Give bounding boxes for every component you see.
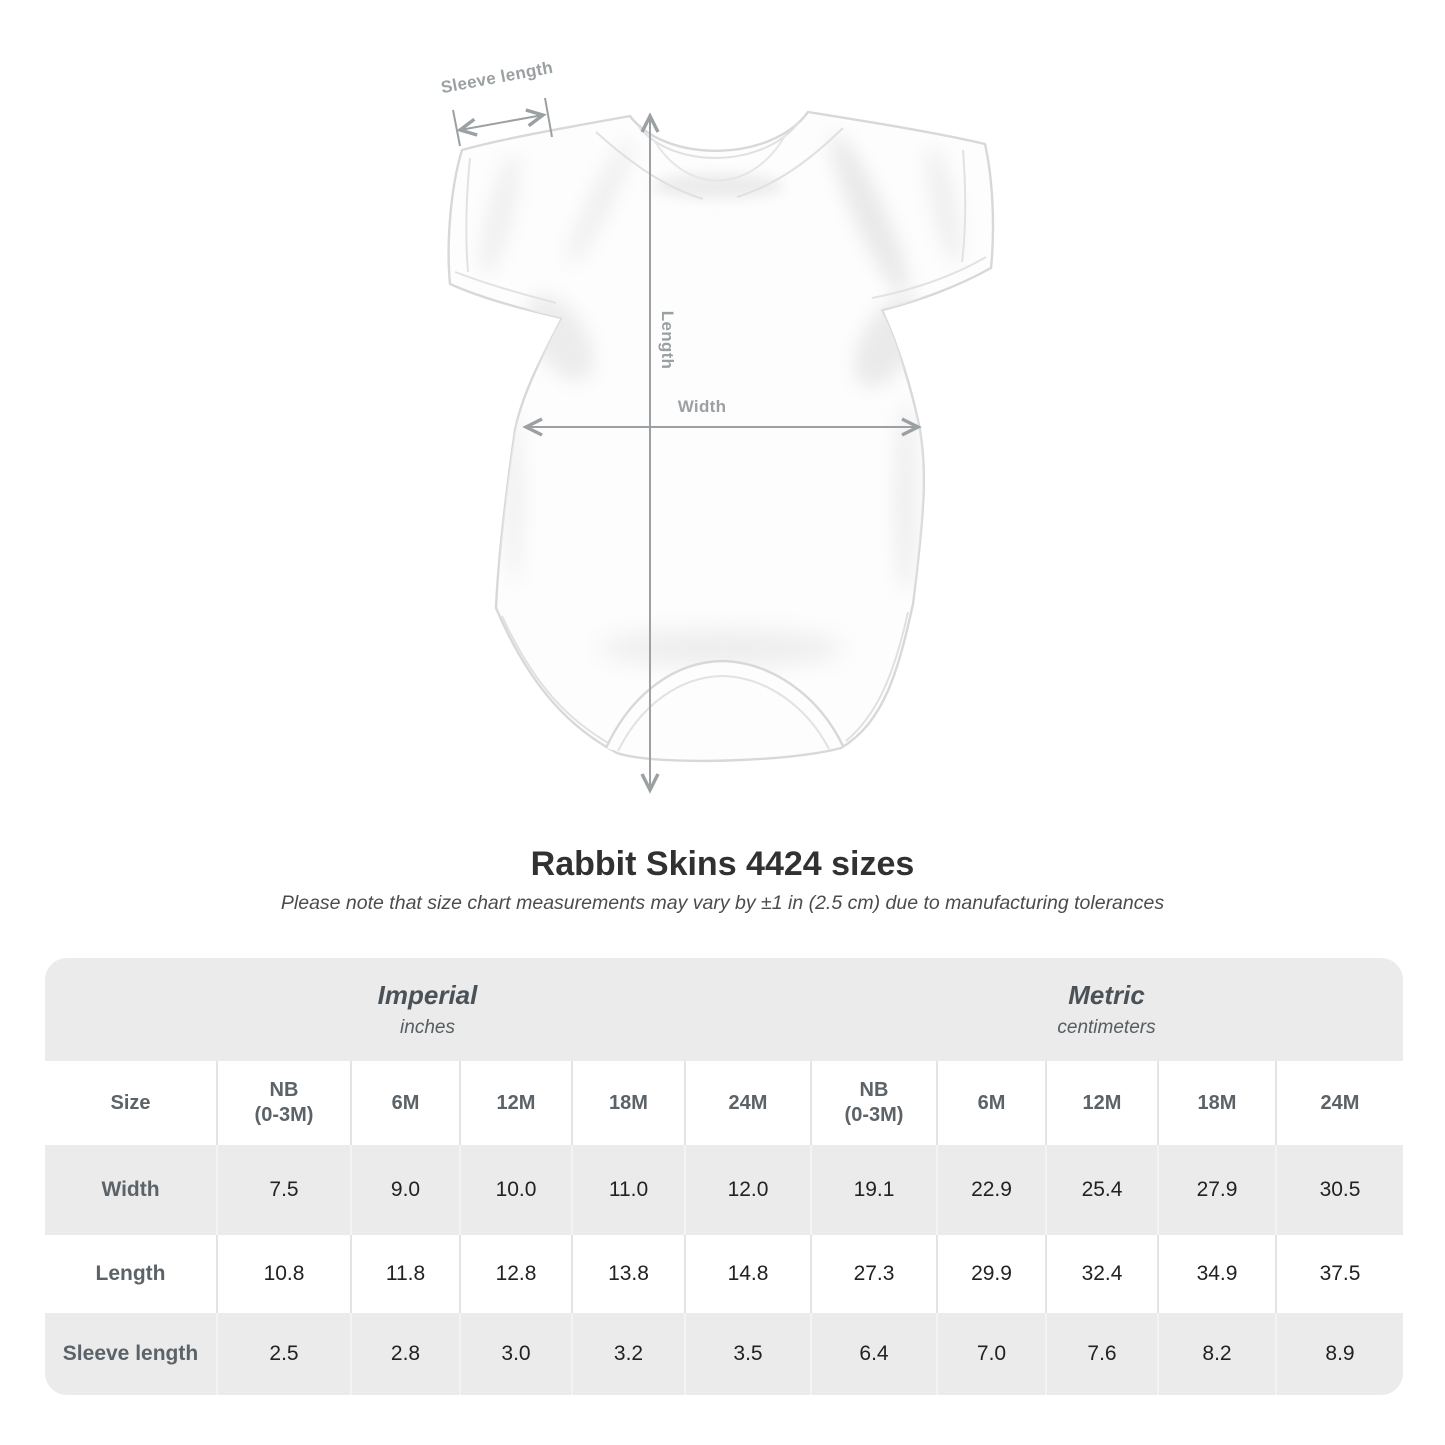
sleeve-length-arrow xyxy=(452,97,553,147)
column-header-6m-metric: 6M xyxy=(936,1061,1045,1145)
table-cell: 11.0 xyxy=(571,1145,684,1235)
table-row-length: Length 10.8 11.8 12.8 13.8 14.8 27.3 29.… xyxy=(45,1235,1403,1313)
table-cell: 32.4 xyxy=(1045,1235,1157,1313)
column-header-18m-imperial: 18M xyxy=(571,1061,684,1145)
table-cell: 14.8 xyxy=(684,1235,810,1313)
table-cell: 19.1 xyxy=(810,1145,936,1235)
table-cell: 25.4 xyxy=(1045,1145,1157,1235)
sleeve-seams xyxy=(454,149,987,304)
row-label-length: Length xyxy=(95,1262,166,1285)
table-cell: 6.4 xyxy=(810,1313,936,1395)
table-cell: 13.8 xyxy=(571,1235,684,1313)
table-cell: 12.0 xyxy=(684,1145,810,1235)
row-label-sleeve-length: Sleeve length xyxy=(62,1342,199,1365)
heading-block: Rabbit Skins 4424 sizes Please note that… xyxy=(0,845,1445,915)
table-cell: 8.9 xyxy=(1275,1313,1403,1395)
size-corner-header: Size xyxy=(110,1091,151,1114)
snap-flap xyxy=(604,659,845,760)
imperial-label: Imperial xyxy=(377,980,478,1010)
table-cell: 3.2 xyxy=(571,1313,684,1395)
onesie-body xyxy=(447,110,995,763)
leg-bindings xyxy=(501,611,909,745)
onesie-size-diagram: Sleeve length Length Width xyxy=(439,58,995,794)
table-row-sleeve-length: Sleeve length 2.5 2.8 3.0 3.2 3.5 6.4 7.… xyxy=(45,1313,1403,1395)
column-header-12m-imperial: 12M xyxy=(459,1061,571,1145)
column-header-12m-metric: 12M xyxy=(1045,1061,1157,1145)
table-row-width: Width 7.5 9.0 10.0 11.0 12.0 19.1 22.9 2… xyxy=(45,1145,1403,1235)
table-cell: 7.6 xyxy=(1045,1313,1157,1395)
table-cell: 3.0 xyxy=(459,1313,571,1395)
metric-label: Metric xyxy=(1068,980,1145,1010)
table-cell: 11.8 xyxy=(350,1235,459,1313)
imperial-unit: inches xyxy=(400,1017,455,1038)
table-cell: 9.0 xyxy=(350,1145,459,1235)
table-cell: 10.8 xyxy=(216,1235,350,1313)
row-label-width: Width xyxy=(101,1178,160,1201)
column-header-18m-metric: 18M xyxy=(1157,1061,1275,1145)
width-label: Width xyxy=(677,397,727,416)
metric-unit: centimeters xyxy=(1057,1017,1156,1038)
table-cell: 27.3 xyxy=(810,1235,936,1313)
table-cell: 27.9 xyxy=(1157,1145,1275,1235)
onesie-illustration xyxy=(447,97,995,794)
table-cell: 3.5 xyxy=(684,1313,810,1395)
column-header-6m-imperial: 6M xyxy=(350,1061,459,1145)
length-label: Length xyxy=(658,310,677,370)
column-header-row: Size NB (0-3M) 6M 12M 18M 24M NB (0-3M) … xyxy=(45,1061,1403,1145)
table-cell: 37.5 xyxy=(1275,1235,1403,1313)
table-cell: 34.9 xyxy=(1157,1235,1275,1313)
table-cell: 29.9 xyxy=(936,1235,1045,1313)
column-header-24m-imperial: 24M xyxy=(684,1061,810,1145)
table-cell: 7.5 xyxy=(216,1145,350,1235)
table-cell: 2.5 xyxy=(216,1313,350,1395)
metric-group-header: Metric centimeters xyxy=(810,958,1403,1061)
table-cell: 30.5 xyxy=(1275,1145,1403,1235)
column-header-nb-imperial: NB (0-3M) xyxy=(216,1061,350,1145)
table-cell: 8.2 xyxy=(1157,1313,1275,1395)
imperial-group-header: Imperial inches xyxy=(45,958,810,1061)
table-cell: 22.9 xyxy=(936,1145,1045,1235)
tolerance-note: Please note that size chart measurements… xyxy=(280,892,1165,914)
measure-arrows xyxy=(452,97,922,794)
table-cell: 2.8 xyxy=(350,1313,459,1395)
table-cell: 7.0 xyxy=(936,1313,1045,1395)
page-title: Rabbit Skins 4424 sizes xyxy=(530,845,915,883)
column-header-24m-metric: 24M xyxy=(1275,1061,1403,1145)
table-cell: 12.8 xyxy=(459,1235,571,1313)
size-chart-table: Imperial inches Metric centimeters Size … xyxy=(45,958,1403,1395)
table-cell: 10.0 xyxy=(459,1145,571,1235)
column-header-nb-metric: NB (0-3M) xyxy=(810,1061,936,1145)
unit-group-header: Imperial inches Metric centimeters xyxy=(45,958,1403,1061)
